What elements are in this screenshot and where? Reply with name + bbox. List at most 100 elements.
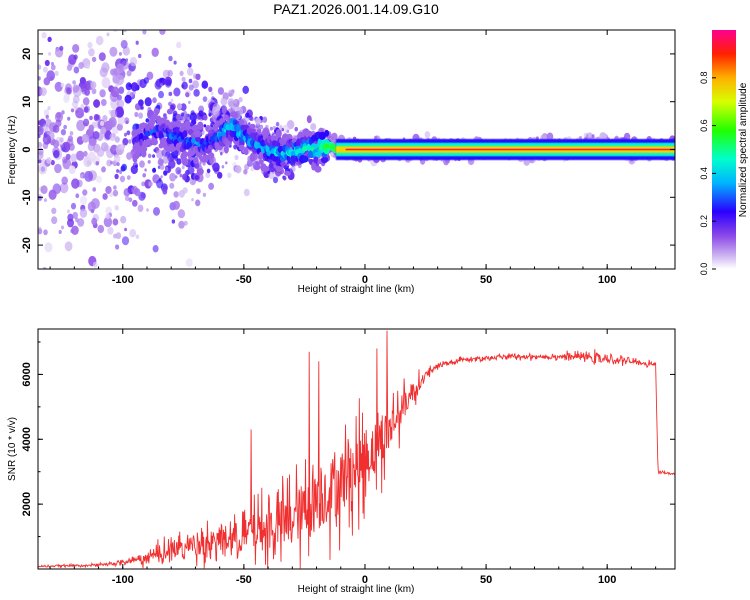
spectrogram-cell — [61, 176, 68, 185]
spectrogram-cell — [60, 129, 66, 136]
spectrogram-cell — [546, 132, 554, 141]
spectrogram-cell — [152, 167, 157, 173]
spectrogram-ridge-cell — [165, 119, 171, 127]
spectrogram-cell — [54, 163, 62, 174]
spectrogram-cell — [235, 165, 242, 174]
spectrogram-cell — [108, 110, 112, 114]
spectrogram-cell — [70, 108, 75, 113]
spectrogram-cell — [38, 76, 41, 81]
spectrogram-cell — [108, 117, 117, 128]
spectrogram-cell — [46, 157, 52, 164]
spectrogram-cell — [129, 56, 138, 67]
spectrogram-cell — [38, 228, 43, 235]
spectrogram-cell — [88, 48, 95, 57]
spectrogram-ridge-cell — [145, 138, 151, 146]
spectrogram-cell — [160, 175, 163, 179]
spectrogram-ridge-cell — [258, 159, 264, 165]
spectrogram-cell — [46, 139, 51, 144]
spectrogram-cell — [44, 242, 53, 253]
spectrogram-cell — [118, 149, 123, 155]
spectrogram-cell — [122, 46, 130, 56]
spectrogram-cell — [100, 126, 107, 135]
spectrogram-cell — [243, 169, 248, 175]
spectrogram-cell — [39, 87, 47, 96]
spectrogram-x-tick-label: 100 — [598, 274, 616, 286]
spectrogram-cell — [167, 69, 173, 77]
spectrogram-cell — [99, 67, 108, 78]
spectrogram-ridge-cell — [153, 108, 160, 115]
spectrogram-cell — [159, 30, 166, 35]
spectrogram-cell — [162, 188, 168, 195]
spectrogram-cell — [72, 84, 80, 93]
spectrogram-cell — [238, 97, 243, 103]
spectrogram-cell — [43, 229, 48, 236]
spectrogram-cell — [38, 159, 42, 164]
spectrogram-cell — [83, 80, 91, 91]
spectrogram-cell — [87, 41, 93, 49]
spectrogram-cell — [142, 173, 146, 178]
spectrogram-ridge-cell — [158, 132, 164, 139]
spectrogram-ridge-cell — [182, 130, 188, 138]
spectrogram-cell — [195, 199, 201, 207]
spectrogram-cell — [138, 112, 144, 119]
spectrogram-cell — [63, 124, 67, 130]
spectrogram-cell — [60, 82, 65, 88]
spectrogram-cell — [101, 77, 111, 89]
spectrogram-ridge-cell — [197, 121, 204, 131]
spectrogram-cell — [87, 151, 96, 162]
spectrogram-ridge-cell — [253, 164, 261, 171]
spectrogram-cell — [250, 166, 255, 172]
spectrogram-cell — [59, 45, 64, 51]
spectrogram-ridge-cell — [176, 120, 181, 128]
spectrogram-cell — [168, 91, 172, 97]
spectrogram-ridge-cell — [249, 153, 256, 162]
spectrogram-cell — [60, 225, 65, 230]
spectrogram-cell — [116, 162, 120, 167]
spectrogram-cell — [267, 170, 270, 174]
spectrogram-ridge-cell — [223, 114, 229, 120]
spectrogram-band-core — [345, 148, 675, 151]
snr-x-label: Height of straight line (km) — [298, 584, 415, 595]
spectrogram-ridge-cell — [196, 168, 204, 176]
spectrogram-cell — [75, 109, 79, 114]
snr-x-tick-label: 100 — [598, 574, 616, 586]
spectrogram-cell — [54, 70, 59, 77]
spectrogram-cell — [110, 86, 120, 98]
spectrogram-cell — [242, 85, 249, 94]
spectrogram-cell — [135, 40, 139, 45]
spectrogram-cell — [141, 181, 146, 187]
snr-x-tick-label: 50 — [480, 574, 492, 586]
spectrogram-cell — [111, 125, 119, 135]
spectrogram-cell — [279, 125, 283, 129]
spectrogram-y-tick-label: 20 — [21, 48, 33, 60]
spectrogram-cell — [69, 131, 74, 136]
spectrogram-ridge-cell — [270, 135, 279, 142]
spectrogram-cell — [101, 142, 109, 152]
snr-x-tick-label: -100 — [112, 574, 134, 586]
spectrogram-cell — [227, 172, 232, 179]
spectrogram-cell — [91, 217, 98, 225]
spectrogram-x-label: Height of straight line (km) — [298, 284, 415, 295]
spectrogram-cell — [135, 164, 138, 168]
spectrogram-cell — [175, 167, 182, 175]
snr-marks — [38, 330, 675, 569]
spectrogram-cell — [63, 270, 66, 274]
spectrogram-cell — [205, 171, 211, 179]
spectrogram-cell — [112, 189, 119, 197]
spectrogram-cell — [116, 99, 125, 109]
spectrogram-cell — [123, 188, 131, 197]
spectrogram-cell — [95, 161, 100, 166]
spectrogram-y-label: Frequency (Hz) — [7, 116, 18, 185]
spectrogram-cell — [115, 232, 122, 240]
spectrogram-cell — [110, 160, 113, 165]
spectrogram-cell — [152, 97, 157, 104]
spectrogram-cell — [72, 211, 78, 219]
spectrogram-cell — [187, 62, 192, 68]
spectrogram-ridge-cell — [150, 114, 159, 120]
spectrogram-cell — [331, 132, 338, 141]
spectrogram-ridge-cell — [195, 129, 202, 138]
spectrogram-cell — [151, 47, 159, 57]
spectrogram-cell — [58, 230, 62, 234]
spectrogram-cell — [159, 77, 163, 83]
spectrogram-ridge-cell — [291, 138, 297, 143]
